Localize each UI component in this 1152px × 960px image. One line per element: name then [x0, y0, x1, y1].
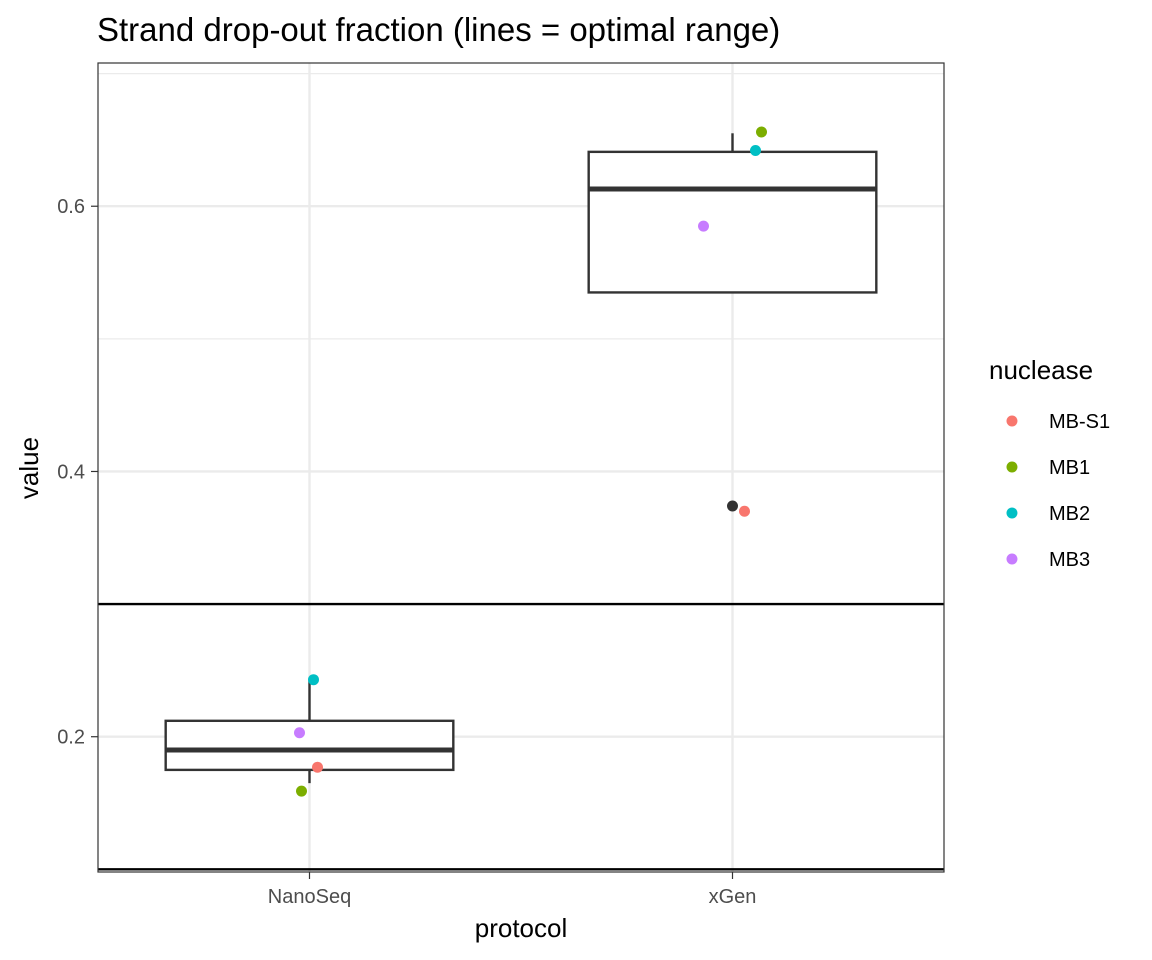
- boxplots: [164, 133, 878, 784]
- legend-item-MB-S1: MB-S1: [1006, 411, 1110, 433]
- box: [164, 719, 455, 772]
- point-NanoSeq-MB2: [308, 674, 319, 686]
- legend-key: [1006, 415, 1018, 427]
- legend-label: MB3: [1049, 549, 1090, 571]
- legend-key: [1006, 507, 1018, 519]
- x-tick-label: NanoSeq: [268, 886, 351, 908]
- legend-item-MB2: MB2: [1006, 503, 1090, 525]
- legend-title: nuclease: [989, 355, 1093, 385]
- boxplot-xGen: [587, 133, 878, 512]
- y-tick-label: 0.4: [57, 461, 85, 483]
- point-xGen-MB3: [698, 220, 709, 232]
- point-xGen-MB1: [756, 126, 767, 138]
- y-axis-ticks: 0.2 0.4 0.6: [57, 196, 98, 749]
- legend-key: [1006, 461, 1018, 473]
- x-tick-label: xGen: [709, 886, 757, 908]
- panel-border: [97, 62, 945, 873]
- legend-label: MB2: [1049, 503, 1090, 525]
- y-tick-label: 0.2: [57, 727, 85, 749]
- boxplot-NanoSeq: [164, 681, 455, 784]
- data-points: [294, 126, 767, 797]
- point-xGen-MB2: [750, 145, 761, 157]
- reference-lines: [98, 602, 944, 871]
- box: [587, 150, 878, 294]
- outlier-point: [727, 500, 738, 512]
- chart-title: Strand drop-out fraction (lines = optima…: [97, 11, 780, 48]
- point-xGen-MB-S1: [739, 505, 750, 517]
- legend-item-MB3: MB3: [1006, 549, 1090, 571]
- point-NanoSeq-MB-S1: [312, 761, 323, 773]
- x-axis-title: protocol: [475, 913, 568, 943]
- y-axis-title: value: [14, 437, 44, 499]
- x-axis-ticks: NanoSeq xGen: [268, 872, 757, 908]
- legend: nuclease MB-S1 MB1 MB2 MB3: [989, 355, 1110, 571]
- y-tick-label: 0.6: [57, 196, 85, 218]
- legend-item-MB1: MB1: [1006, 457, 1090, 479]
- legend-label: MB1: [1049, 457, 1090, 479]
- point-NanoSeq-MB3: [294, 727, 305, 739]
- legend-key: [1006, 553, 1018, 565]
- legend-label: MB-S1: [1049, 411, 1110, 433]
- point-NanoSeq-MB1: [296, 785, 307, 797]
